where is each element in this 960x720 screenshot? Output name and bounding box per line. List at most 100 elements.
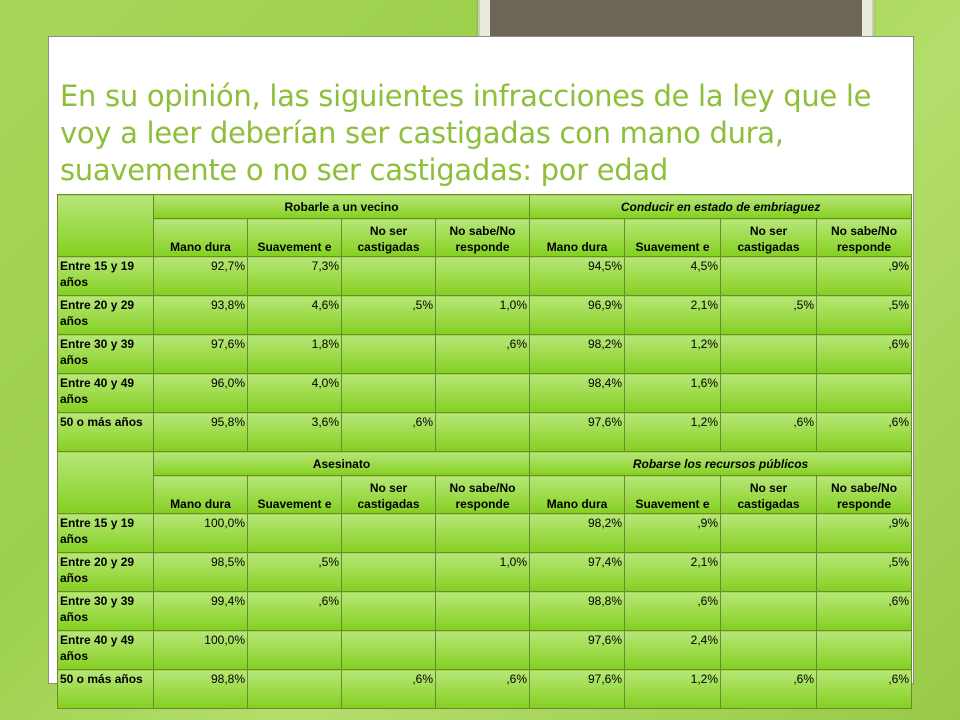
- value-cell: ,5%: [247, 552, 342, 592]
- value-cell: ,9%: [816, 256, 913, 296]
- value-cell: ,6%: [434, 334, 531, 374]
- value-cell: [341, 630, 436, 670]
- row-label: Entre 15 y 19 años: [57, 256, 154, 296]
- section-header-row: Asesinato Robarse los recursos públicos: [57, 451, 913, 514]
- column-header: Suavement e: [247, 218, 342, 257]
- value-cell: ,6%: [341, 412, 436, 452]
- value-cell: [341, 334, 436, 374]
- value-cell: ,6%: [720, 669, 818, 709]
- group-header: Conducir en estado de embriaguez: [529, 194, 913, 219]
- value-cell: ,6%: [624, 591, 722, 631]
- value-cell: 100,0%: [153, 630, 248, 670]
- value-cell: ,6%: [720, 412, 818, 452]
- value-cell: 2,1%: [624, 295, 722, 335]
- value-cell: ,6%: [816, 412, 913, 452]
- value-cell: [434, 630, 531, 670]
- value-cell: 95,8%: [153, 412, 248, 452]
- column-header: No ser castigadas: [341, 218, 436, 257]
- value-cell: [816, 373, 913, 413]
- table-row: Entre 20 y 29 años 93,8% 4,6% ,5% 1,0% 96,9% 2…: [57, 295, 913, 335]
- column-header: No ser castigadas: [720, 218, 818, 257]
- table-row: 50 o más años 98,8% ,6% ,6% 97,6% 1,2% ,6% ,6%: [57, 669, 913, 709]
- value-cell: ,6%: [434, 669, 531, 709]
- value-cell: [434, 591, 531, 631]
- value-cell: [434, 412, 531, 452]
- value-cell: [434, 373, 531, 413]
- value-cell: 1,0%: [434, 295, 531, 335]
- value-cell: 97,6%: [153, 334, 248, 374]
- value-cell: 4,0%: [247, 373, 342, 413]
- value-cell: ,5%: [341, 295, 436, 335]
- value-cell: 98,8%: [529, 591, 626, 631]
- value-cell: [720, 552, 818, 592]
- column-header: No sabe/No responde: [816, 218, 913, 257]
- row-label: Entre 30 y 39 años: [57, 334, 154, 374]
- value-cell: 2,1%: [624, 552, 722, 592]
- value-cell: 1,0%: [434, 552, 531, 592]
- value-cell: 96,0%: [153, 373, 248, 413]
- value-cell: 98,2%: [529, 513, 626, 553]
- row-label: Entre 40 y 49 años: [57, 373, 154, 413]
- corner-cell: [57, 194, 154, 257]
- value-cell: [434, 256, 531, 296]
- column-header: No ser castigadas: [341, 475, 436, 514]
- value-cell: 97,6%: [529, 669, 626, 709]
- corner-cell: [57, 451, 154, 514]
- value-cell: 98,2%: [529, 334, 626, 374]
- value-cell: ,5%: [816, 295, 913, 335]
- value-cell: [720, 630, 818, 670]
- value-cell: [434, 513, 531, 553]
- value-cell: 4,5%: [624, 256, 722, 296]
- column-header-row: Mano dura Suavement e No ser castigadas No …: [58, 218, 913, 257]
- table-row: Entre 15 y 19 años 100,0% 98,2% ,9% ,9%: [57, 513, 913, 553]
- column-header: No sabe/No responde: [434, 218, 531, 257]
- row-label: 50 o más años: [57, 412, 154, 452]
- value-cell: 1,2%: [624, 412, 722, 452]
- value-cell: [247, 630, 342, 670]
- group-header: Robarle a un vecino: [152, 194, 531, 219]
- value-cell: [341, 373, 436, 413]
- row-label: 50 o más años: [57, 669, 154, 709]
- table-row: 50 o más años 95,8% 3,6% ,6% 97,6% 1,2% ,6% ,6%: [57, 412, 913, 452]
- value-cell: [341, 591, 436, 631]
- column-header: Mano dura: [529, 475, 626, 514]
- value-cell: [720, 373, 818, 413]
- value-cell: 7,3%: [247, 256, 342, 296]
- value-cell: 2,4%: [624, 630, 722, 670]
- column-header: Suavement e: [624, 475, 722, 514]
- column-header: Mano dura: [153, 218, 248, 257]
- value-cell: 98,8%: [153, 669, 248, 709]
- section-header-row: Robarle a un vecino Conducir en estado de…: [57, 194, 913, 257]
- row-label: Entre 30 y 39 años: [57, 591, 154, 631]
- value-cell: 97,4%: [529, 552, 626, 592]
- value-cell: 1,2%: [624, 669, 722, 709]
- value-cell: ,6%: [247, 591, 342, 631]
- value-cell: 99,4%: [153, 591, 248, 631]
- value-cell: 97,6%: [529, 630, 626, 670]
- value-cell: 1,2%: [624, 334, 722, 374]
- table-row: Entre 40 y 49 años 100,0% 97,6% 2,4%: [57, 630, 913, 670]
- value-cell: [720, 334, 818, 374]
- value-cell: 4,6%: [247, 295, 342, 335]
- slide-title: En su opinión, las siguientes infraccion…: [60, 79, 872, 187]
- column-header: Mano dura: [153, 475, 248, 514]
- value-cell: 94,5%: [529, 256, 626, 296]
- value-cell: ,5%: [720, 295, 818, 335]
- value-cell: 3,6%: [247, 412, 342, 452]
- table-row: Entre 40 y 49 años 96,0% 4,0% 98,4% 1,6%: [57, 373, 913, 413]
- table-row: Entre 30 y 39 años 97,6% 1,8% ,6% 98,2% 1,2%,…: [57, 334, 913, 374]
- column-header: Mano dura: [529, 218, 626, 257]
- value-cell: ,5%: [816, 552, 913, 592]
- group-header: Asesinato: [152, 451, 531, 476]
- value-cell: 98,5%: [153, 552, 248, 592]
- column-header: No sabe/No responde: [816, 475, 913, 514]
- value-cell: [247, 669, 342, 709]
- value-cell: [816, 630, 913, 670]
- value-cell: ,6%: [816, 669, 913, 709]
- column-header: No ser castigadas: [720, 475, 818, 514]
- row-label: Entre 40 y 49 años: [57, 630, 154, 670]
- value-cell: 100,0%: [153, 513, 248, 553]
- value-cell: ,6%: [816, 334, 913, 374]
- value-cell: [720, 513, 818, 553]
- value-cell: ,6%: [816, 591, 913, 631]
